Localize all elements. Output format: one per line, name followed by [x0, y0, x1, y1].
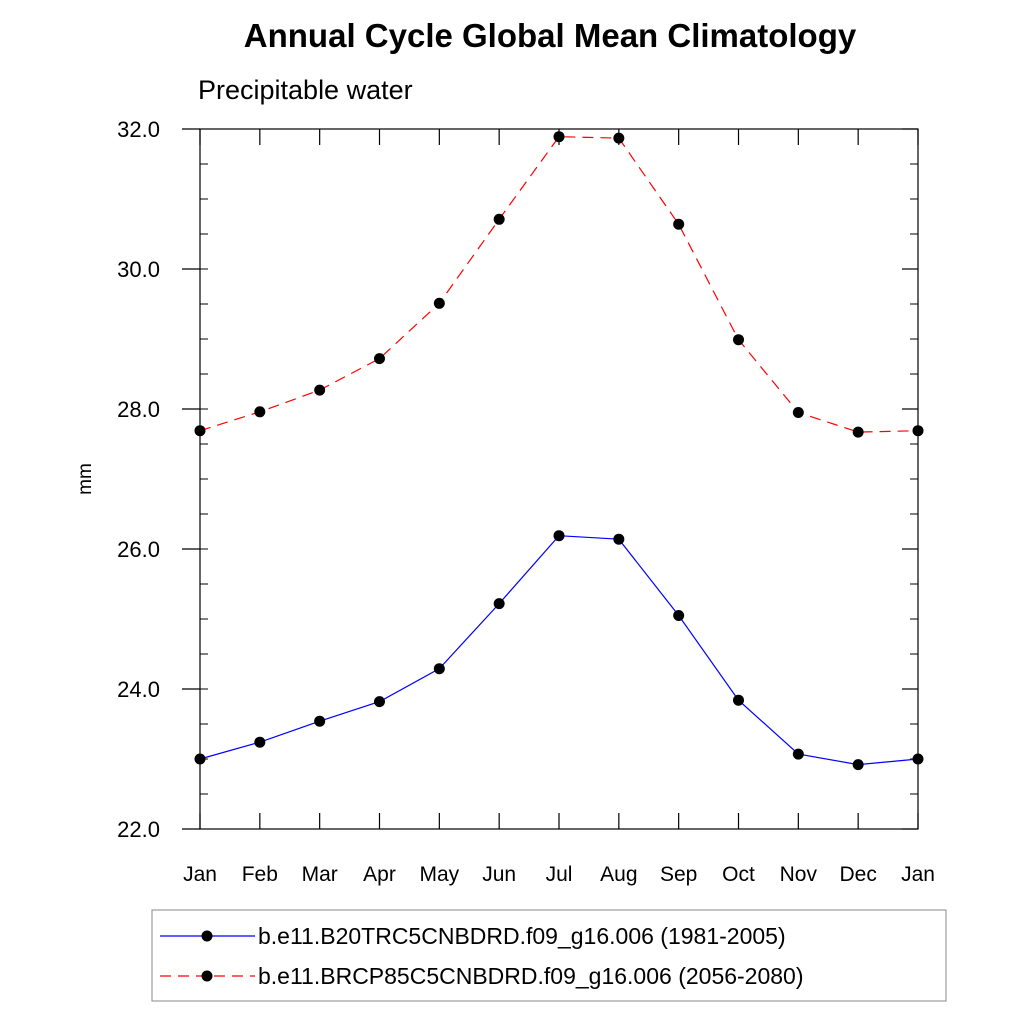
- series-1-point: [553, 530, 565, 542]
- legend-box: [151, 909, 947, 1002]
- legend-entry-2: b.e11.BRCP85C5CNBDRD.f09_g16.006 (2056-2…: [160, 963, 804, 989]
- series-2-point: [673, 218, 685, 230]
- y-tick-label: 26.0: [117, 537, 160, 562]
- x-tick-label: Dec: [839, 863, 876, 886]
- y-tick-label: 24.0: [117, 677, 160, 702]
- series-1-point: [733, 694, 744, 706]
- series-1-point: [613, 533, 625, 545]
- series-1-point: [433, 663, 445, 675]
- legend: b.e11.B20TRC5CNBDRD.f09_g16.006 (1981-20…: [151, 909, 947, 1002]
- series-1-point: [493, 598, 505, 610]
- series-1-point: [792, 748, 804, 760]
- plot-frame: [199, 128, 919, 830]
- legend-marker-2: [201, 970, 213, 982]
- series-line-2: [199, 136, 919, 433]
- series-2-point: [254, 406, 266, 418]
- legend-label-2: b.e11.BRCP85C5CNBDRD.f09_g16.006 (2056-2…: [258, 963, 804, 989]
- x-tick-label: Apr: [363, 863, 396, 886]
- series-2-point: [912, 425, 924, 437]
- y-tick-label: 30.0: [117, 257, 160, 282]
- series-1-point: [314, 715, 326, 727]
- series-2-point: [374, 353, 385, 365]
- legend-entry-1: b.e11.B20TRC5CNBDRD.f09_g16.006 (1981-20…: [160, 923, 786, 949]
- series-2-point: [852, 426, 864, 438]
- series-2-point: [314, 384, 326, 396]
- series-2-point: [194, 425, 206, 437]
- x-tick-label: Jul: [546, 863, 573, 886]
- y-tick-label: 22.0: [117, 817, 160, 842]
- x-tick-label: Feb: [242, 863, 278, 886]
- x-tick-label: Oct: [722, 863, 755, 886]
- x-tick-label: Nov: [780, 863, 818, 886]
- series-line-1: [199, 535, 919, 766]
- series-1-point: [374, 696, 385, 708]
- series-layer: [194, 131, 924, 771]
- legend-label-1: b.e11.B20TRC5CNBDRD.f09_g16.006 (1981-20…: [258, 923, 786, 949]
- series-1-point: [194, 753, 206, 765]
- x-tick-label: Sep: [660, 863, 697, 886]
- series-2-point: [613, 132, 625, 144]
- x-tick-label: May: [419, 863, 459, 886]
- x-tick-label: Jan: [183, 863, 217, 886]
- y-tick-label: 28.0: [117, 397, 160, 422]
- series-2-point: [792, 407, 804, 418]
- x-tick-label: Mar: [302, 863, 338, 886]
- y-tick-label: 32.0: [117, 117, 160, 142]
- series-2-point: [433, 297, 445, 309]
- series-1-point: [673, 610, 685, 621]
- x-tick-label: Jun: [482, 863, 516, 886]
- series-1-point: [912, 753, 924, 765]
- chart-subtitle: Precipitable water: [198, 75, 413, 105]
- chart-title: Annual Cycle Global Mean Climatology: [244, 17, 857, 54]
- series-2-point: [493, 213, 505, 225]
- x-tick-label: Jan: [901, 863, 935, 886]
- series-2-point: [553, 131, 565, 143]
- y-axis-label: mm: [75, 463, 96, 495]
- axes-layer: Jan Feb Mar Apr May Jun Jul Aug Sep Oct Nov Dec Jan 2…: [117, 117, 935, 886]
- series-2-point: [733, 334, 744, 346]
- series-1-point: [254, 736, 266, 748]
- series-1-point: [852, 759, 864, 771]
- x-tick-label: Aug: [600, 863, 637, 886]
- legend-marker-1: [201, 930, 213, 942]
